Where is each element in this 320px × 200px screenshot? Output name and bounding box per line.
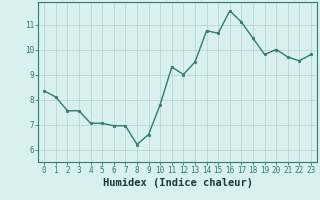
X-axis label: Humidex (Indice chaleur): Humidex (Indice chaleur) — [103, 178, 252, 188]
